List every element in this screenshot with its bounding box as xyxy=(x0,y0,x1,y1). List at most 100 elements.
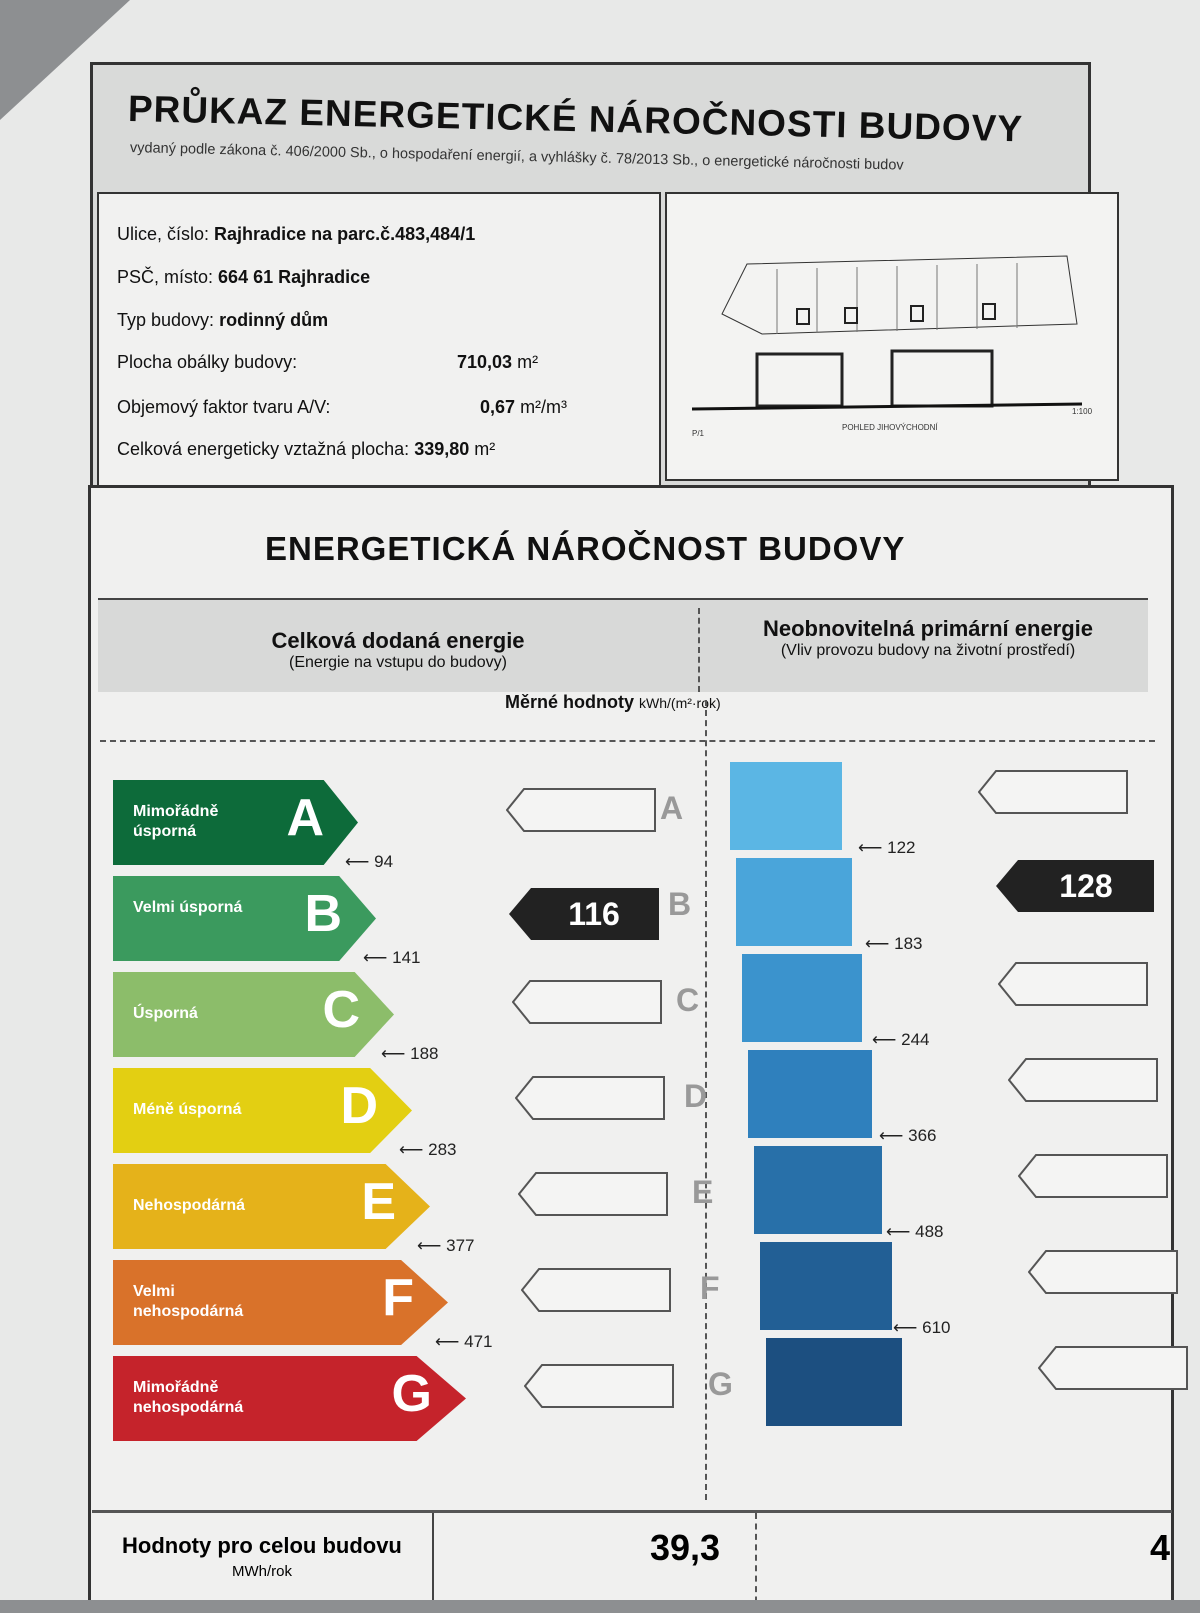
delivered-empty-marker[interactable] xyxy=(520,1268,671,1312)
info-envelope: Plocha obálky budovy: 710,03 m² xyxy=(117,352,538,373)
class-letter: G xyxy=(391,1365,432,1423)
class-name: Mimořádně nehospodárná xyxy=(133,1379,244,1416)
primary-scale-segment-G xyxy=(766,1338,902,1426)
delivered-threshold: ⟵ 283 xyxy=(399,1140,457,1159)
marker-letter: D xyxy=(684,1078,708,1114)
marker-letter: G xyxy=(708,1366,733,1402)
label: Typ budovy: xyxy=(117,310,215,330)
primary-scale-segment-A xyxy=(730,762,842,850)
units-label: Měrné hodnoty xyxy=(505,692,634,712)
primary-threshold: ⟵ 122 xyxy=(858,838,916,857)
value: rodinný dům xyxy=(219,310,329,330)
drawing-sheet: P/1 xyxy=(692,429,705,438)
primary-scale-segment-D xyxy=(748,1050,872,1138)
section-title: ENERGETICKÁ NÁROČNOST BUDOVY xyxy=(265,530,906,567)
class-letter: F xyxy=(382,1269,414,1327)
column-headers: Celková dodaná energie (Energie na vstupu… xyxy=(98,598,1148,692)
class-letter: E xyxy=(361,1173,396,1231)
class-name: Nehospodárná xyxy=(133,1197,246,1214)
class-letter: C xyxy=(322,981,360,1039)
delivered-threshold: ⟵ 141 xyxy=(363,948,421,967)
primary-empty-marker[interactable] xyxy=(997,962,1148,1006)
label: PSČ, místo: xyxy=(117,267,214,287)
info-av-factor: Objemový faktor tvaru A/V: 0,67 m²/m³ xyxy=(117,397,567,418)
marker-letter: B xyxy=(668,886,692,922)
primary-empty-marker[interactable] xyxy=(1037,1346,1188,1390)
info-street: Ulice, číslo: Rajhradice na parc.č.483,4… xyxy=(117,224,475,245)
primary-threshold: ⟵ 366 xyxy=(879,1126,937,1145)
delivered-empty-marker[interactable] xyxy=(505,788,656,832)
class-letter: A xyxy=(286,789,324,847)
threshold-value: 94 xyxy=(374,852,394,871)
header-title: Celková dodaná energie xyxy=(271,628,525,653)
info-city: PSČ, místo: 664 61 Rajhradice xyxy=(117,267,370,288)
threshold-value: 183 xyxy=(894,934,923,953)
primary-empty-marker[interactable] xyxy=(1027,1250,1178,1294)
marker-letter: F xyxy=(700,1270,720,1306)
class-arrow-A: Mimořádně úsporná A xyxy=(113,780,358,865)
primary-scale-segment-F xyxy=(760,1242,892,1330)
value: Rajhradice na parc.č.483,484/1 xyxy=(214,224,476,244)
threshold-value: 122 xyxy=(887,838,916,857)
class-name: Velmi nehospodárná xyxy=(133,1283,244,1320)
marker-letter: A xyxy=(660,790,684,826)
class-name: Mimořádně úsporná xyxy=(133,803,219,840)
primary-empty-marker[interactable] xyxy=(1007,1058,1158,1102)
class-letter: B xyxy=(304,885,342,943)
threshold-value: 244 xyxy=(901,1030,930,1049)
marker-letter: C xyxy=(676,982,700,1018)
class-arrow-D: Méně úsporná D xyxy=(113,1068,412,1153)
info-area: Celková energeticky vztažná plocha: 339,… xyxy=(117,439,495,460)
delivered-empty-marker[interactable] xyxy=(523,1364,674,1408)
primary-scale-segment-B xyxy=(736,858,852,946)
footer-delivered-value: 39,3 xyxy=(650,1527,721,1568)
primary-threshold: ⟵ 183 xyxy=(865,934,923,953)
primary-empty-marker[interactable] xyxy=(1017,1154,1168,1198)
footer-primary-value: 4 xyxy=(1150,1527,1171,1568)
value: 339,80 xyxy=(414,439,470,459)
threshold-value: 188 xyxy=(410,1044,439,1063)
class-name: Úsporná xyxy=(133,1005,198,1022)
label: Ulice, číslo: xyxy=(117,224,210,244)
delivered-empty-marker[interactable] xyxy=(514,1076,665,1120)
delivered-threshold: ⟵ 94 xyxy=(345,852,394,871)
label: Objemový faktor tvaru A/V: xyxy=(117,397,331,417)
threshold-value: 366 xyxy=(908,1126,937,1145)
delivered-energy-header: Celková dodaná energie (Energie na vstupu… xyxy=(158,628,638,672)
class-letter: D xyxy=(340,1077,378,1135)
delivered-threshold: ⟵ 471 xyxy=(435,1332,493,1351)
divider xyxy=(705,700,707,1500)
unit: m² xyxy=(474,439,496,459)
class-arrow-B: Velmi úsporná B xyxy=(113,876,376,961)
footer-label: Hodnoty pro celou budovu xyxy=(122,1533,402,1558)
marker-letter: E xyxy=(692,1174,714,1210)
info-type: Typ budovy: rodinný dům xyxy=(117,310,328,331)
delivered-empty-marker[interactable] xyxy=(511,980,662,1024)
label: Celková energeticky vztažná plocha: xyxy=(117,439,410,459)
threshold-value: 471 xyxy=(464,1332,493,1351)
divider xyxy=(100,740,1155,742)
footer-unit: MWh/rok xyxy=(232,1563,292,1580)
class-arrow-E: Nehospodárná E xyxy=(113,1164,430,1249)
delivered-threshold: ⟵ 377 xyxy=(417,1236,475,1255)
building-info: Ulice, číslo: Rajhradice na parc.č.483,4… xyxy=(97,192,661,488)
delivered-value-marker: 116 xyxy=(509,888,659,940)
primary-value-marker: 128 xyxy=(996,860,1154,912)
primary-scale-segment-C xyxy=(742,954,862,1042)
primary-empty-marker[interactable] xyxy=(977,770,1128,814)
header-sub: (Vliv provozu budovy na životní prostřed… xyxy=(780,642,1076,659)
threshold-value: 610 xyxy=(922,1318,951,1337)
value: 0,67 xyxy=(480,397,516,417)
class-name: Méně úsporná xyxy=(133,1101,242,1118)
label: Plocha obálky budovy: xyxy=(117,352,298,372)
class-name: Velmi úsporná xyxy=(133,899,243,916)
unit: m²/m³ xyxy=(520,397,568,417)
threshold-value: 488 xyxy=(915,1222,944,1241)
drawing-scale: 1:100 xyxy=(1072,407,1093,416)
value: 664 61 Rajhradice xyxy=(218,267,371,287)
unit: m² xyxy=(517,352,539,372)
primary-threshold: ⟵ 244 xyxy=(872,1030,930,1049)
delivered-empty-marker[interactable] xyxy=(517,1172,668,1216)
delivered-value: 116 xyxy=(568,896,620,932)
